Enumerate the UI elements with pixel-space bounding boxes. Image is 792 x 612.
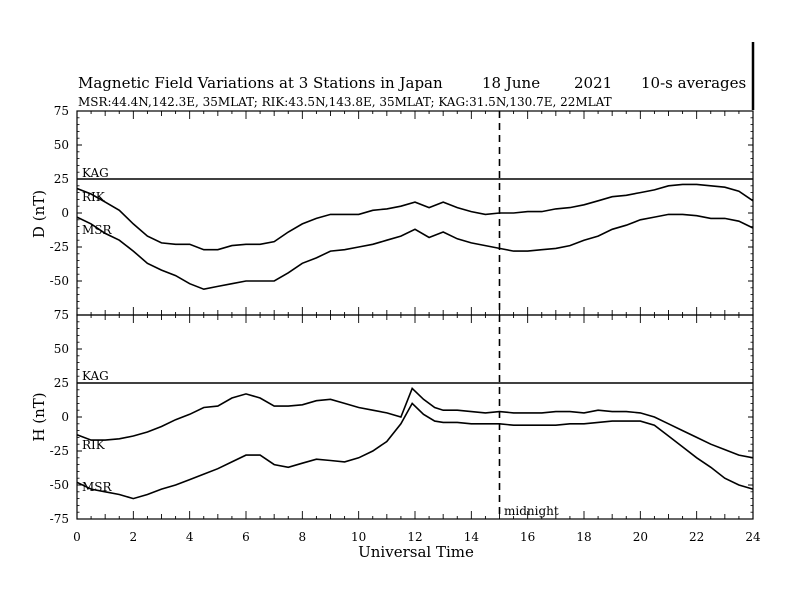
ytick-label: 25 — [54, 376, 69, 390]
ytick-label: 75 — [54, 104, 69, 118]
ytick-label: -50 — [50, 478, 69, 492]
ytick-label: 50 — [54, 342, 69, 356]
xtick-label: 14 — [464, 530, 480, 544]
xtick-label: 20 — [633, 530, 648, 544]
xlabel: Universal Time — [358, 543, 474, 561]
panel-top-frame — [76, 110, 754, 316]
xtick-label: 6 — [242, 530, 250, 544]
ytick-label: -25 — [50, 444, 69, 458]
ytick-label: 50 — [54, 138, 69, 152]
chart-date: 18 June — [482, 74, 540, 92]
series-msr-bottom — [76, 402, 754, 500]
top-ylabel: D (nT) — [30, 190, 48, 238]
midnight-label: midnight — [504, 504, 559, 518]
xtick-label: 8 — [299, 530, 307, 544]
chart-year: 2021 — [574, 74, 612, 92]
xtick-label: 0 — [73, 530, 81, 544]
xtick-label: 2 — [130, 530, 138, 544]
ytick-label: 75 — [54, 308, 69, 322]
xtick-label: 4 — [186, 530, 194, 544]
chart-averaging: 10-s averages — [641, 74, 746, 92]
bottom-ylabel: H (nT) — [30, 392, 48, 441]
xtick-label: 22 — [689, 530, 704, 544]
station-label-msr: MSR — [82, 223, 113, 237]
series-rik-bottom — [76, 386, 754, 459]
ytick-label: 0 — [61, 410, 69, 424]
chart-title: Magnetic Field Variations at 3 Stations … — [78, 74, 443, 92]
ytick-label: 0 — [61, 206, 69, 220]
ytick-label: -75 — [50, 512, 69, 526]
xtick-label: 24 — [745, 530, 761, 544]
series-rik-top — [76, 183, 754, 251]
station-label-rik: RIK — [82, 438, 106, 452]
ytick-label: -25 — [50, 240, 69, 254]
stations-line: MSR:44.4N,142.3E, 35MLAT; RIK:43.5N,143.… — [78, 95, 612, 109]
station-label-rik: RIK — [82, 190, 106, 204]
ytick-label: -50 — [50, 274, 69, 288]
station-label-msr: MSR — [82, 480, 113, 494]
xtick-label: 12 — [407, 530, 422, 544]
series-msr-top — [76, 213, 754, 291]
station-label-kag: KAG — [82, 166, 109, 180]
xtick-label: 18 — [576, 530, 591, 544]
ytick-label: 25 — [54, 172, 69, 186]
station-label-kag: KAG — [82, 369, 109, 383]
xtick-label: 16 — [520, 530, 535, 544]
xtick-label: 10 — [351, 530, 366, 544]
